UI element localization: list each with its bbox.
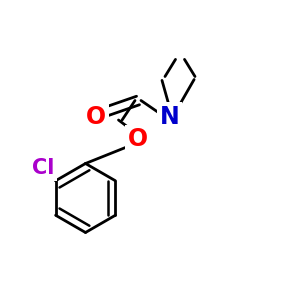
Text: O: O bbox=[128, 128, 148, 152]
Text: N: N bbox=[160, 105, 179, 129]
Text: O: O bbox=[86, 105, 106, 129]
Text: Cl: Cl bbox=[32, 158, 55, 178]
